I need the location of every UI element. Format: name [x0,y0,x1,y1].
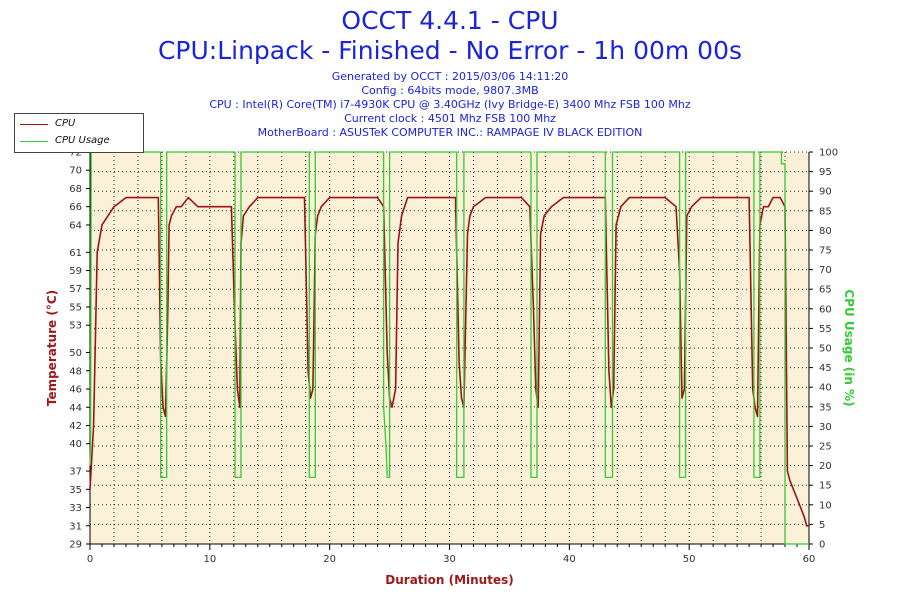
y-left-tick-label: 40 [69,439,82,450]
x-tick-label: 60 [803,554,816,565]
y-left-tick-label: 31 [69,521,82,532]
series-line-cpu-temperature [89,196,809,527]
y-left-tick-label: 48 [69,366,82,377]
y-left-tick-label: 29 [69,540,82,551]
legend-item-cpu-usage: CPU Usage [15,133,141,149]
y-right-tick-label: 30 [819,422,832,433]
legend: CPU CPU Usage [14,113,144,153]
y-right-tick-label: 45 [819,363,832,374]
info-cpu: CPU : Intel(R) Core(TM) i7-4930K CPU @ 3… [209,98,691,111]
info-config: Config : 64bits mode, 9807.3MB [361,84,539,97]
info-generated: Generated by OCCT : 2015/03/06 14:11:20 [331,70,569,83]
info-clock: Current clock : 4501 Mhz FSB 100 Mhz [344,112,556,125]
y-left-tick-label: 33 [69,503,82,514]
y-left-tick-label: 72 [69,148,82,159]
y-right-tick-label: 20 [819,461,832,472]
y-right-tick-label: 100 [819,148,838,159]
y-right-tick-label: 55 [819,324,832,335]
info-motherboard: MotherBoard : ASUSTeK COMPUTER INC.: RAM… [257,126,643,139]
y-axis-left-title: Temperature (°C) [45,290,59,406]
x-tick-label: 10 [203,554,216,565]
y-right-tick-label: 80 [819,226,832,237]
x-tick-label: 30 [443,554,456,565]
y-left-tick-label: 55 [69,302,82,313]
y-right-tick-label: 10 [819,500,832,511]
legend-label-cpu: CPU [55,118,76,129]
y-left-tick-label: 57 [69,284,82,295]
y-right-tick-label: 50 [819,344,832,355]
y-right-tick-label: 0 [819,540,825,551]
chart-subtitle: CPU:Linpack - Finished - No Error - 1h 0… [157,36,743,65]
y-right-tick-label: 5 [819,520,825,531]
y-right-tick-label: 65 [819,285,832,296]
x-tick-label: 50 [683,554,696,565]
legend-swatch-cpu-usage [20,141,48,142]
y-left-tick-label: 66 [69,202,82,213]
x-tick-label: 40 [563,554,576,565]
x-tick-label: 20 [323,554,336,565]
y-right-tick-label: 90 [819,187,832,198]
legend-swatch-cpu [20,124,48,125]
y-right-tick-label: 40 [819,383,832,394]
y-right-tick-label: 60 [819,304,832,315]
y-left-tick-label: 68 [69,184,82,195]
chart-title: OCCT 4.4.1 - CPU [341,6,559,35]
y-axis-right-title: CPU Usage (in %) [842,289,856,406]
x-axis-title: Duration (Minutes) [385,573,513,587]
y-left-tick-label: 37 [69,467,82,478]
y-right-tick-label: 75 [819,246,832,257]
y-right-tick-label: 15 [819,481,832,492]
y-left-tick-label: 35 [69,485,82,496]
y-left-tick-label: 44 [69,403,82,414]
y-left-tick-label: 42 [69,421,82,432]
y-right-tick-label: 25 [819,442,832,453]
y-right-tick-label: 70 [819,265,832,276]
y-left-tick-label: 50 [69,348,82,359]
y-left-tick-label: 46 [69,385,82,396]
y-left-tick-label: 70 [69,166,82,177]
y-right-tick-label: 85 [819,206,832,217]
series-line-cpu-usage [89,151,809,545]
x-tick-label: 0 [87,554,93,565]
y-right-tick-label: 95 [819,167,832,178]
y-right-tick-label: 35 [819,402,832,413]
legend-item-cpu: CPU [15,116,141,132]
y-left-tick-label: 59 [69,266,82,277]
y-left-tick-label: 61 [69,248,82,259]
y-left-tick-label: 53 [69,321,82,332]
y-left-tick-label: 64 [69,220,82,231]
legend-label-cpu-usage: CPU Usage [55,135,110,146]
